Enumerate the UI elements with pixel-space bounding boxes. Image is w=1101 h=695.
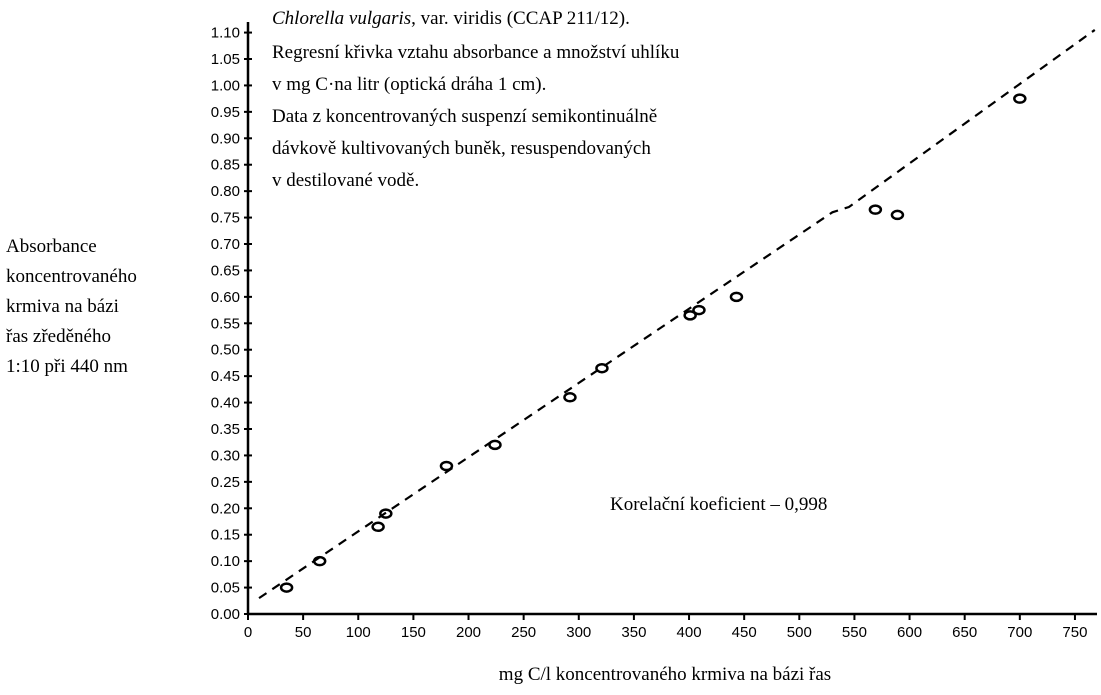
x-tick-label: 0	[244, 624, 252, 641]
x-tick-label: 400	[677, 624, 702, 641]
y-tick-label: 0.65	[211, 262, 240, 279]
y-axis-label: koncentrovaného	[6, 266, 137, 287]
subtitle-line: Regresní křivka vztahu absorbance a množ…	[272, 42, 680, 63]
subtitle-line: v destilované vodě.	[272, 170, 419, 191]
annotation: Korelační koeficient – 0,998	[610, 494, 827, 515]
chart-title: Chlorella vulgaris, var. viridis (CCAP 2…	[272, 8, 630, 29]
x-tick-label: 250	[511, 624, 536, 641]
data-point	[683, 310, 697, 321]
y-tick-label: 0.75	[211, 210, 240, 227]
y-tick-label: 0.30	[211, 447, 240, 464]
y-tick-label: 0.80	[211, 183, 240, 200]
data-point	[563, 392, 577, 403]
x-tick-label: 350	[621, 624, 646, 641]
y-axis-label: Absorbance	[6, 236, 97, 257]
subtitle-line: dávkově kultivovaných buněk, resuspendov…	[272, 138, 651, 159]
y-tick-label: 0.45	[211, 368, 240, 385]
y-axis-label: 1:10 při 440 nm	[6, 356, 128, 377]
data-point	[1013, 93, 1027, 104]
y-tick-label: 0.60	[211, 289, 240, 306]
data-point	[729, 291, 744, 303]
data-point	[439, 460, 454, 472]
x-tick-label: 300	[566, 624, 591, 641]
y-tick-label: 0.40	[211, 395, 240, 412]
y-tick-label: 0.70	[211, 236, 240, 253]
data-point	[868, 204, 883, 215]
y-tick-label: 0.10	[211, 553, 240, 570]
y-tick-label: 0.25	[211, 474, 240, 491]
y-tick-label: 1.00	[211, 77, 240, 94]
subtitle-line: v mg C·na litr (optická dráha 1 cm).	[272, 74, 546, 95]
x-tick-label: 200	[456, 624, 481, 641]
title-rest: , var. viridis (CCAP 211/12).	[411, 8, 630, 29]
y-axis-label: řas zředěného	[6, 326, 111, 347]
x-tick-label: 500	[787, 624, 812, 641]
x-tick-label: 50	[295, 624, 312, 641]
title-italic: Chlorella vulgaris	[272, 8, 411, 29]
y-tick-label: 1.05	[211, 51, 240, 68]
y-tick-label: 0.35	[211, 421, 240, 438]
x-tick-label: 700	[1007, 624, 1032, 641]
data-point	[692, 304, 706, 316]
y-tick-label: 1.10	[211, 25, 240, 42]
x-tick-label: 100	[346, 624, 371, 641]
x-tick-label: 750	[1062, 624, 1087, 641]
data-point	[279, 582, 294, 593]
x-tick-label: 650	[952, 624, 977, 641]
subtitle-line: Data z koncentrovaných suspenzí semikont…	[272, 106, 657, 127]
x-tick-label: 150	[401, 624, 426, 641]
y-tick-label: 0.05	[211, 580, 240, 597]
y-tick-label: 0.50	[211, 342, 240, 359]
data-point	[890, 209, 905, 221]
y-tick-label: 0.15	[211, 527, 240, 544]
y-tick-label: 0.85	[211, 157, 240, 174]
y-tick-label: 0.55	[211, 315, 240, 332]
data-point	[371, 521, 385, 533]
y-tick-label: 0.90	[211, 130, 240, 147]
x-tick-label: 450	[732, 624, 757, 641]
x-tick-label: 600	[897, 624, 922, 641]
x-axis-label: mg C/l koncentrovaného krmiva na bázi řa…	[499, 664, 831, 685]
y-tick-label: 0.00	[211, 606, 240, 623]
data-point	[488, 439, 502, 451]
x-tick-label: 550	[842, 624, 867, 641]
y-tick-label: 0.95	[211, 104, 240, 121]
y-axis-label: krmiva na bázi	[6, 296, 119, 317]
y-tick-label: 0.20	[211, 500, 240, 517]
